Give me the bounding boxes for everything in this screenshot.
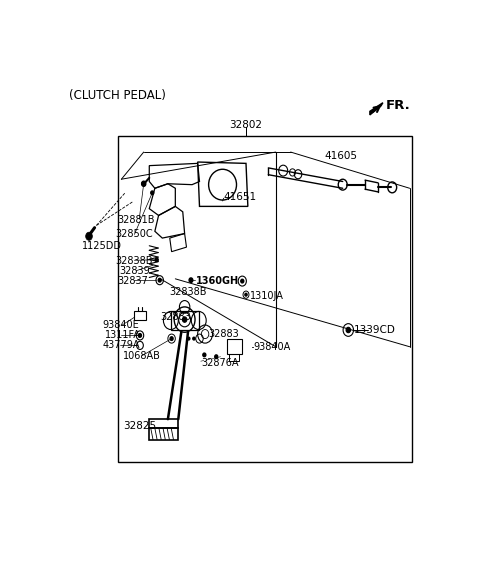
- Bar: [171, 312, 199, 329]
- Text: 32837: 32837: [117, 276, 148, 286]
- Text: 43779A: 43779A: [103, 340, 140, 350]
- Circle shape: [203, 353, 206, 357]
- Text: 32825: 32825: [123, 421, 156, 431]
- Text: 32802: 32802: [229, 120, 263, 130]
- Circle shape: [189, 278, 193, 282]
- Text: 1360GH: 1360GH: [196, 276, 239, 286]
- Circle shape: [142, 181, 146, 186]
- Circle shape: [241, 279, 244, 283]
- Text: 1068AB: 1068AB: [122, 351, 160, 361]
- Circle shape: [188, 338, 190, 340]
- Text: FR.: FR.: [385, 99, 410, 112]
- Bar: [134, 310, 145, 320]
- Text: 1339CD: 1339CD: [354, 325, 396, 335]
- Circle shape: [215, 355, 218, 359]
- Text: 32883: 32883: [160, 312, 191, 322]
- Text: (CLUTCH PEDAL): (CLUTCH PEDAL): [69, 89, 166, 102]
- Circle shape: [142, 182, 145, 186]
- Text: 1125DD: 1125DD: [82, 240, 121, 250]
- Bar: [229, 353, 239, 361]
- Text: 93840E: 93840E: [103, 320, 140, 330]
- Text: 1310JA: 1310JA: [250, 291, 284, 301]
- Text: 32838B: 32838B: [170, 288, 207, 298]
- Circle shape: [170, 337, 173, 340]
- Text: 32876A: 32876A: [202, 358, 239, 368]
- Circle shape: [158, 278, 161, 282]
- Text: 41651: 41651: [224, 192, 257, 202]
- Circle shape: [182, 317, 187, 322]
- Circle shape: [245, 293, 247, 296]
- Bar: [118, 136, 411, 462]
- Circle shape: [85, 232, 92, 240]
- Polygon shape: [370, 103, 383, 115]
- Bar: [227, 339, 241, 353]
- Circle shape: [193, 338, 195, 340]
- Text: 41605: 41605: [324, 151, 357, 161]
- Text: 32850C: 32850C: [115, 229, 153, 239]
- Text: 32883: 32883: [209, 329, 240, 339]
- Text: 1311FA: 1311FA: [105, 330, 141, 340]
- Text: 93840A: 93840A: [253, 342, 291, 352]
- Text: 32838B: 32838B: [115, 256, 153, 266]
- Circle shape: [155, 258, 158, 262]
- Circle shape: [346, 328, 350, 333]
- Circle shape: [151, 191, 154, 195]
- Text: 32881B: 32881B: [118, 215, 155, 225]
- Text: 32839: 32839: [120, 266, 150, 276]
- Circle shape: [139, 333, 142, 338]
- Bar: [149, 428, 178, 440]
